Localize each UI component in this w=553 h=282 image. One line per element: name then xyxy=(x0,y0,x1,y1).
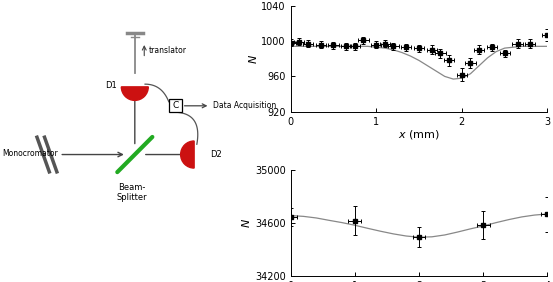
Y-axis label: $N$: $N$ xyxy=(241,218,252,228)
Text: translator: translator xyxy=(148,46,186,55)
Bar xyxy=(169,99,182,112)
Wedge shape xyxy=(181,141,194,168)
Text: Beam-
Splitter: Beam- Splitter xyxy=(117,183,148,202)
Text: C: C xyxy=(172,101,179,110)
Wedge shape xyxy=(121,87,148,100)
Text: Monocromator: Monocromator xyxy=(3,149,59,158)
X-axis label: $x$ (mm): $x$ (mm) xyxy=(398,128,440,141)
Text: Data Acquisition: Data Acquisition xyxy=(213,101,276,110)
Text: D2: D2 xyxy=(210,150,222,159)
Text: D1: D1 xyxy=(106,81,117,90)
Y-axis label: $N$: $N$ xyxy=(247,54,259,64)
